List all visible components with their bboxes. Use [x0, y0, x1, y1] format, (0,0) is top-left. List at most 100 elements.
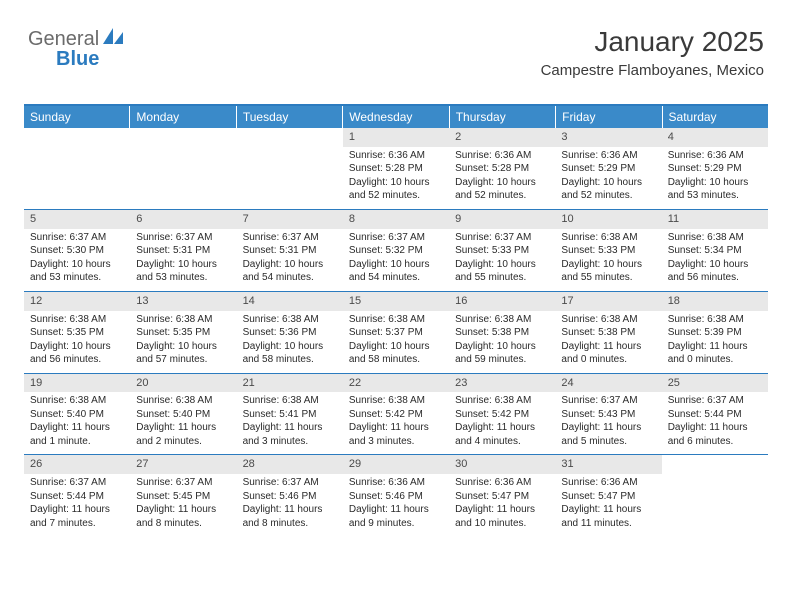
logo: General Blue [28, 28, 125, 51]
day-details: Sunrise: 6:38 AMSunset: 5:42 PMDaylight:… [449, 392, 555, 454]
day-number: 18 [662, 292, 768, 311]
calendar-cell: 31Sunrise: 6:36 AMSunset: 5:47 PMDayligh… [555, 455, 661, 536]
day-number: 31 [555, 455, 661, 474]
day-details: Sunrise: 6:37 AMSunset: 5:43 PMDaylight:… [555, 392, 661, 454]
day-details: Sunrise: 6:36 AMSunset: 5:47 PMDaylight:… [555, 474, 661, 536]
calendar-cell: 10Sunrise: 6:38 AMSunset: 5:33 PMDayligh… [555, 210, 661, 291]
day-details: Sunrise: 6:38 AMSunset: 5:33 PMDaylight:… [555, 229, 661, 291]
day-details: Sunrise: 6:36 AMSunset: 5:47 PMDaylight:… [449, 474, 555, 536]
calendar-cell: 27Sunrise: 6:37 AMSunset: 5:45 PMDayligh… [130, 455, 236, 536]
day-details: Sunrise: 6:37 AMSunset: 5:31 PMDaylight:… [237, 229, 343, 291]
day-details: Sunrise: 6:38 AMSunset: 5:38 PMDaylight:… [555, 311, 661, 373]
calendar-header-cell: Monday [130, 106, 236, 128]
calendar-cell: 30Sunrise: 6:36 AMSunset: 5:47 PMDayligh… [449, 455, 555, 536]
calendar-cell [24, 128, 130, 209]
day-number: 13 [130, 292, 236, 311]
day-number: 23 [449, 374, 555, 393]
calendar-cell [130, 128, 236, 209]
day-details: Sunrise: 6:38 AMSunset: 5:41 PMDaylight:… [237, 392, 343, 454]
calendar-cell: 22Sunrise: 6:38 AMSunset: 5:42 PMDayligh… [343, 374, 449, 455]
day-details: Sunrise: 6:36 AMSunset: 5:28 PMDaylight:… [343, 147, 449, 209]
calendar-header-cell: Saturday [663, 106, 768, 128]
calendar-cell: 15Sunrise: 6:38 AMSunset: 5:37 PMDayligh… [343, 292, 449, 373]
day-number: 28 [237, 455, 343, 474]
day-number: 15 [343, 292, 449, 311]
day-number: 20 [130, 374, 236, 393]
day-number: 12 [24, 292, 130, 311]
calendar-header-row: SundayMondayTuesdayWednesdayThursdayFrid… [24, 106, 768, 128]
calendar: SundayMondayTuesdayWednesdayThursdayFrid… [24, 104, 768, 536]
day-number: 30 [449, 455, 555, 474]
calendar-header-cell: Sunday [24, 106, 130, 128]
calendar-cell: 29Sunrise: 6:36 AMSunset: 5:46 PMDayligh… [343, 455, 449, 536]
day-number: 4 [662, 128, 768, 147]
calendar-cell: 18Sunrise: 6:38 AMSunset: 5:39 PMDayligh… [662, 292, 768, 373]
calendar-cell: 5Sunrise: 6:37 AMSunset: 5:30 PMDaylight… [24, 210, 130, 291]
day-details: Sunrise: 6:38 AMSunset: 5:35 PMDaylight:… [24, 311, 130, 373]
day-details: Sunrise: 6:38 AMSunset: 5:40 PMDaylight:… [24, 392, 130, 454]
calendar-cell: 3Sunrise: 6:36 AMSunset: 5:29 PMDaylight… [555, 128, 661, 209]
calendar-cell: 19Sunrise: 6:38 AMSunset: 5:40 PMDayligh… [24, 374, 130, 455]
logo-text-blue: Blue [56, 48, 99, 71]
calendar-header-cell: Wednesday [343, 106, 449, 128]
day-details: Sunrise: 6:37 AMSunset: 5:31 PMDaylight:… [130, 229, 236, 291]
day-details: Sunrise: 6:38 AMSunset: 5:42 PMDaylight:… [343, 392, 449, 454]
day-number: 10 [555, 210, 661, 229]
day-details: Sunrise: 6:38 AMSunset: 5:38 PMDaylight:… [449, 311, 555, 373]
day-number: 14 [237, 292, 343, 311]
calendar-cell: 4Sunrise: 6:36 AMSunset: 5:29 PMDaylight… [662, 128, 768, 209]
day-number: 2 [449, 128, 555, 147]
day-details: Sunrise: 6:38 AMSunset: 5:39 PMDaylight:… [662, 311, 768, 373]
calendar-cell: 8Sunrise: 6:37 AMSunset: 5:32 PMDaylight… [343, 210, 449, 291]
day-number: 9 [449, 210, 555, 229]
calendar-cell [237, 128, 343, 209]
day-number: 3 [555, 128, 661, 147]
day-details: Sunrise: 6:37 AMSunset: 5:44 PMDaylight:… [662, 392, 768, 454]
day-details: Sunrise: 6:36 AMSunset: 5:29 PMDaylight:… [662, 147, 768, 209]
logo-sail-icon [103, 28, 125, 51]
calendar-cell: 16Sunrise: 6:38 AMSunset: 5:38 PMDayligh… [449, 292, 555, 373]
day-details: Sunrise: 6:37 AMSunset: 5:45 PMDaylight:… [130, 474, 236, 536]
calendar-cell: 2Sunrise: 6:36 AMSunset: 5:28 PMDaylight… [449, 128, 555, 209]
calendar-header-cell: Friday [556, 106, 662, 128]
day-details: Sunrise: 6:38 AMSunset: 5:40 PMDaylight:… [130, 392, 236, 454]
calendar-cell: 25Sunrise: 6:37 AMSunset: 5:44 PMDayligh… [662, 374, 768, 455]
calendar-cell: 13Sunrise: 6:38 AMSunset: 5:35 PMDayligh… [130, 292, 236, 373]
calendar-cell: 11Sunrise: 6:38 AMSunset: 5:34 PMDayligh… [662, 210, 768, 291]
calendar-cell [662, 455, 768, 536]
day-number: 7 [237, 210, 343, 229]
calendar-header-cell: Tuesday [237, 106, 343, 128]
day-details: Sunrise: 6:38 AMSunset: 5:37 PMDaylight:… [343, 311, 449, 373]
day-number: 26 [24, 455, 130, 474]
calendar-row: 26Sunrise: 6:37 AMSunset: 5:44 PMDayligh… [24, 454, 768, 536]
calendar-cell: 17Sunrise: 6:38 AMSunset: 5:38 PMDayligh… [555, 292, 661, 373]
calendar-header-cell: Thursday [450, 106, 556, 128]
day-number: 19 [24, 374, 130, 393]
page-title: January 2025 [541, 26, 764, 58]
calendar-cell: 6Sunrise: 6:37 AMSunset: 5:31 PMDaylight… [130, 210, 236, 291]
calendar-cell: 12Sunrise: 6:38 AMSunset: 5:35 PMDayligh… [24, 292, 130, 373]
calendar-cell: 7Sunrise: 6:37 AMSunset: 5:31 PMDaylight… [237, 210, 343, 291]
day-details: Sunrise: 6:37 AMSunset: 5:46 PMDaylight:… [237, 474, 343, 536]
calendar-cell: 26Sunrise: 6:37 AMSunset: 5:44 PMDayligh… [24, 455, 130, 536]
day-number: 6 [130, 210, 236, 229]
day-number: 8 [343, 210, 449, 229]
calendar-cell: 21Sunrise: 6:38 AMSunset: 5:41 PMDayligh… [237, 374, 343, 455]
day-details: Sunrise: 6:36 AMSunset: 5:29 PMDaylight:… [555, 147, 661, 209]
day-details: Sunrise: 6:36 AMSunset: 5:28 PMDaylight:… [449, 147, 555, 209]
day-details: Sunrise: 6:37 AMSunset: 5:32 PMDaylight:… [343, 229, 449, 291]
day-number: 17 [555, 292, 661, 311]
header: January 2025 Campestre Flamboyanes, Mexi… [541, 26, 764, 79]
calendar-cell: 1Sunrise: 6:36 AMSunset: 5:28 PMDaylight… [343, 128, 449, 209]
calendar-row: 12Sunrise: 6:38 AMSunset: 5:35 PMDayligh… [24, 291, 768, 373]
location-text: Campestre Flamboyanes, Mexico [541, 62, 764, 79]
day-details: Sunrise: 6:36 AMSunset: 5:46 PMDaylight:… [343, 474, 449, 536]
calendar-row: 1Sunrise: 6:36 AMSunset: 5:28 PMDaylight… [24, 128, 768, 209]
day-number: 27 [130, 455, 236, 474]
calendar-cell: 9Sunrise: 6:37 AMSunset: 5:33 PMDaylight… [449, 210, 555, 291]
calendar-body: 1Sunrise: 6:36 AMSunset: 5:28 PMDaylight… [24, 128, 768, 536]
calendar-row: 5Sunrise: 6:37 AMSunset: 5:30 PMDaylight… [24, 209, 768, 291]
day-details: Sunrise: 6:37 AMSunset: 5:33 PMDaylight:… [449, 229, 555, 291]
calendar-cell: 24Sunrise: 6:37 AMSunset: 5:43 PMDayligh… [555, 374, 661, 455]
day-number: 16 [449, 292, 555, 311]
